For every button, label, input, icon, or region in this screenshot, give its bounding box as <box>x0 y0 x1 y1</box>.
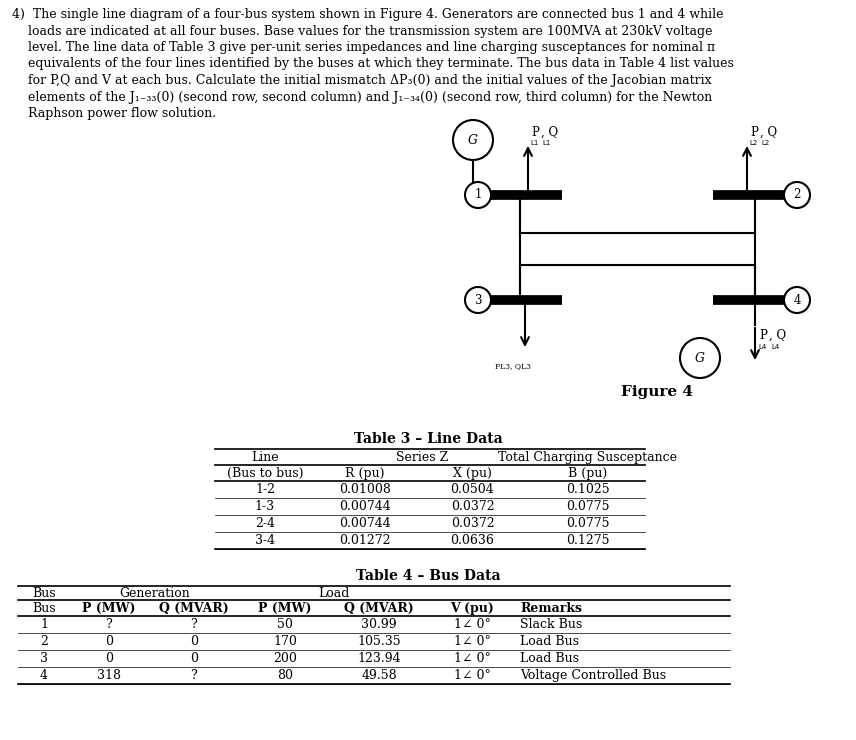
Text: 170: 170 <box>273 635 297 648</box>
Text: 4: 4 <box>40 669 48 682</box>
Text: L1: L1 <box>542 140 550 146</box>
Circle shape <box>465 287 491 313</box>
Text: G: G <box>468 133 478 147</box>
Text: 0.1025: 0.1025 <box>566 483 609 496</box>
Text: 200: 200 <box>273 652 297 665</box>
Circle shape <box>453 120 493 160</box>
Text: Remarks: Remarks <box>520 602 582 615</box>
Text: 0.00744: 0.00744 <box>339 517 391 530</box>
Text: 0.01008: 0.01008 <box>339 483 391 496</box>
Text: L4: L4 <box>771 344 779 350</box>
Text: P: P <box>759 329 767 342</box>
Text: L1: L1 <box>530 140 538 146</box>
Text: 4: 4 <box>794 294 800 306</box>
Text: 50: 50 <box>277 618 293 631</box>
Text: 0.0372: 0.0372 <box>451 517 494 530</box>
Text: elements of the J₁₋₃₃(0) (second row, second column) and J₁₋₃₄(0) (second row, t: elements of the J₁₋₃₃(0) (second row, se… <box>12 90 712 104</box>
Text: ?: ? <box>191 618 198 631</box>
Text: 1: 1 <box>474 189 482 201</box>
Text: 1-2: 1-2 <box>255 483 275 496</box>
Text: Line: Line <box>251 451 279 464</box>
Text: Table 3 – Line Data: Table 3 – Line Data <box>354 432 502 446</box>
Text: Load Bus: Load Bus <box>520 652 579 665</box>
Text: , Q: , Q <box>760 126 777 139</box>
Text: Total Charging Susceptance: Total Charging Susceptance <box>498 451 677 464</box>
Text: Q (MVAR): Q (MVAR) <box>344 602 413 615</box>
Text: 3-4: 3-4 <box>255 534 275 547</box>
Text: 0.00744: 0.00744 <box>339 500 391 513</box>
Text: P (MW): P (MW) <box>259 602 312 615</box>
Text: P: P <box>531 126 539 139</box>
Text: 1∠ 0°: 1∠ 0° <box>454 652 490 665</box>
Text: Slack Bus: Slack Bus <box>520 618 582 631</box>
Text: Voltage Controlled Bus: Voltage Controlled Bus <box>520 669 666 682</box>
Text: 0: 0 <box>190 635 198 648</box>
Text: 4)  The single line diagram of a four-bus system shown in Figure 4. Generators a: 4) The single line diagram of a four-bus… <box>12 8 723 21</box>
Text: Table 4 – Bus Data: Table 4 – Bus Data <box>356 569 500 583</box>
Text: P (MW): P (MW) <box>82 602 136 615</box>
Text: (Bus to bus): (Bus to bus) <box>227 467 303 480</box>
Text: X (pu): X (pu) <box>453 467 492 480</box>
Text: 0.0775: 0.0775 <box>566 500 609 513</box>
Text: Load: Load <box>318 587 350 600</box>
Text: , Q: , Q <box>769 329 786 342</box>
Text: 2: 2 <box>794 189 800 201</box>
Text: Figure 4: Figure 4 <box>621 385 693 399</box>
Text: 0: 0 <box>105 635 113 648</box>
Text: Bus: Bus <box>33 602 56 615</box>
Text: B (pu): B (pu) <box>568 467 607 480</box>
Text: 1∠ 0°: 1∠ 0° <box>454 669 490 682</box>
Text: L4: L4 <box>758 344 766 350</box>
Text: 1-3: 1-3 <box>255 500 275 513</box>
Text: 0.0775: 0.0775 <box>566 517 609 530</box>
Circle shape <box>784 182 810 208</box>
Text: R (pu): R (pu) <box>345 467 384 480</box>
Text: G: G <box>695 352 705 365</box>
Circle shape <box>784 287 810 313</box>
Text: Generation: Generation <box>120 587 190 600</box>
Text: 0.0504: 0.0504 <box>450 483 495 496</box>
Text: PL3, QL3: PL3, QL3 <box>495 362 531 370</box>
Text: 0.0636: 0.0636 <box>450 534 495 547</box>
Circle shape <box>465 182 491 208</box>
Text: Bus: Bus <box>33 587 56 600</box>
Text: 0.01272: 0.01272 <box>339 534 390 547</box>
Text: ?: ? <box>191 669 198 682</box>
Text: loads are indicated at all four buses. Base values for the transmission system a: loads are indicated at all four buses. B… <box>12 24 712 38</box>
Text: Raphson power flow solution.: Raphson power flow solution. <box>12 107 216 120</box>
Text: 1∠ 0°: 1∠ 0° <box>454 618 490 631</box>
Text: 105.35: 105.35 <box>357 635 401 648</box>
Text: P: P <box>750 126 758 139</box>
Text: 1∠ 0°: 1∠ 0° <box>454 635 490 648</box>
Text: 318: 318 <box>97 669 121 682</box>
Text: V (pu): V (pu) <box>450 602 494 615</box>
Text: 0: 0 <box>105 652 113 665</box>
Text: L2: L2 <box>761 140 770 146</box>
Text: 80: 80 <box>277 669 293 682</box>
Text: level. The line data of Table 3 give per-unit series impedances and line chargin: level. The line data of Table 3 give per… <box>12 41 715 54</box>
Text: for P,Q and V at each bus. Calculate the initial mismatch ΔP₃(0) and the initial: for P,Q and V at each bus. Calculate the… <box>12 74 711 87</box>
Text: equivalents of the four lines identified by the buses at which they terminate. T: equivalents of the four lines identified… <box>12 58 734 70</box>
Text: Series Z: Series Z <box>396 451 449 464</box>
Text: 2: 2 <box>40 635 48 648</box>
Circle shape <box>680 338 720 378</box>
Text: 0.1275: 0.1275 <box>566 534 609 547</box>
Text: L2: L2 <box>749 140 758 146</box>
Text: 49.58: 49.58 <box>361 669 397 682</box>
Text: 123.94: 123.94 <box>357 652 401 665</box>
Text: 3: 3 <box>40 652 48 665</box>
Text: 0: 0 <box>190 652 198 665</box>
Text: Q (MVAR): Q (MVAR) <box>159 602 229 615</box>
Text: 2-4: 2-4 <box>255 517 275 530</box>
Text: Load Bus: Load Bus <box>520 635 579 648</box>
Text: , Q: , Q <box>541 126 558 139</box>
Text: 1: 1 <box>40 618 48 631</box>
Text: 30.99: 30.99 <box>361 618 397 631</box>
Text: 0.0372: 0.0372 <box>451 500 494 513</box>
Text: 3: 3 <box>474 294 482 306</box>
Text: ?: ? <box>105 618 112 631</box>
